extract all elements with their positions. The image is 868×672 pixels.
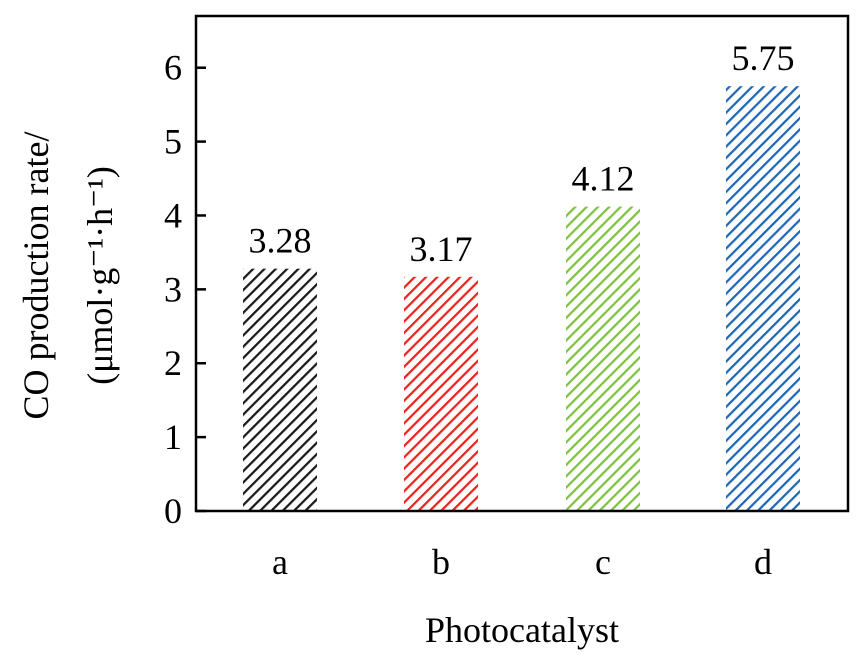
x-tick-label-b: b xyxy=(432,542,450,582)
x-axis-title: Photocatalyst xyxy=(425,610,619,650)
data-labels: 3.28 3.17 4.12 5.75 xyxy=(249,38,795,269)
y-tick-label-5: 5 xyxy=(164,122,182,162)
y-tick-label-0: 0 xyxy=(164,491,182,531)
x-tick-label-d: d xyxy=(754,542,772,582)
y-axis-title: CO production rate/ (μmol·g⁻¹·h⁻¹) xyxy=(16,132,120,420)
data-label-a: 3.28 xyxy=(249,221,312,261)
y-tick-label-6: 6 xyxy=(164,48,182,88)
y-axis-ticks: 0 1 2 3 4 5 6 xyxy=(164,48,206,531)
bar-a xyxy=(243,268,317,511)
bar-b xyxy=(404,276,478,511)
x-tick-label-a: a xyxy=(272,542,288,582)
bar-d xyxy=(726,86,800,511)
plot-frame xyxy=(194,14,850,513)
data-label-c: 4.12 xyxy=(572,159,635,199)
bars xyxy=(243,86,800,511)
bar-c xyxy=(566,206,640,511)
y-tick-label-3: 3 xyxy=(164,269,182,309)
y-tick-label-4: 4 xyxy=(164,195,182,235)
y-axis-title-line1: CO production rate/ xyxy=(16,132,56,420)
data-label-d: 5.75 xyxy=(732,38,795,78)
x-tick-label-c: c xyxy=(595,542,611,582)
y-tick-label-2: 2 xyxy=(164,343,182,383)
y-tick-label-1: 1 xyxy=(164,417,182,457)
y-axis-title-line2: (μmol·g⁻¹·h⁻¹) xyxy=(80,166,120,385)
x-axis-ticks: a b c d xyxy=(272,542,772,582)
data-label-b: 3.17 xyxy=(410,229,473,269)
